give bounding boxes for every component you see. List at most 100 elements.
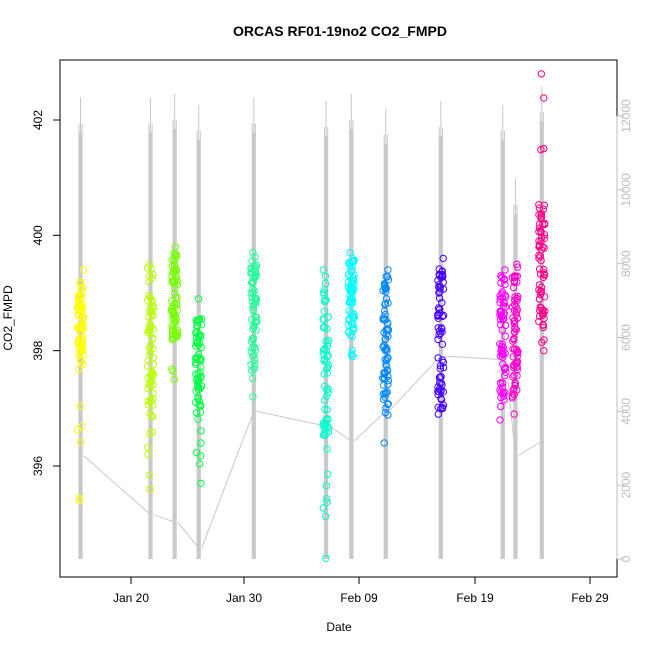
altitude-connector: [328, 425, 352, 442]
data-point: [78, 321, 87, 330]
data-point: [497, 272, 505, 280]
data-point: [196, 460, 204, 468]
data-point: [322, 554, 330, 562]
secondary-y-axis: 0 2000 4000 6000 8000 10000 12000: [616, 99, 633, 562]
data-point: [347, 267, 355, 275]
altitude-connector: [256, 410, 327, 427]
data-point: [198, 315, 206, 323]
data-point: [535, 295, 544, 303]
data-point: [145, 260, 154, 268]
data-point: [511, 296, 519, 304]
data-point: [320, 347, 328, 355]
data-point: [437, 372, 445, 381]
data-point: [252, 313, 261, 321]
y2-tick-label: 4000: [619, 398, 633, 425]
data-point: [172, 318, 180, 326]
altitude-connector: [505, 359, 516, 456]
data-point: [436, 365, 444, 373]
data-point: [500, 396, 508, 404]
data-point: [434, 354, 442, 362]
data-point: [510, 371, 518, 379]
data-point: [145, 324, 154, 332]
data-point: [379, 395, 388, 404]
data-point: [535, 254, 543, 262]
data-point: [144, 264, 152, 272]
data-point: [511, 293, 519, 301]
data-point: [350, 310, 358, 318]
data-point: [510, 272, 518, 280]
data-point: [192, 448, 201, 457]
data-point: [322, 482, 331, 490]
y-axis: 396 398 400 402: [31, 110, 61, 476]
altitude-connector: [201, 411, 255, 549]
data-point: [78, 312, 86, 320]
data-point: [434, 335, 442, 344]
altitude-connector: [353, 410, 387, 442]
data-point: [192, 358, 200, 367]
data-point: [513, 362, 521, 371]
data-point: [74, 339, 83, 347]
data-point: [319, 504, 327, 512]
data-point: [438, 270, 447, 279]
data-point: [194, 415, 202, 423]
data-point: [383, 388, 391, 396]
data-point: [251, 253, 259, 261]
data-point: [170, 289, 179, 298]
data-point: [497, 402, 505, 411]
data-point: [79, 284, 87, 292]
data-point: [319, 431, 328, 439]
data-point: [79, 304, 87, 312]
data-point: [251, 266, 259, 275]
data-point: [144, 384, 152, 393]
data-point: [324, 339, 332, 347]
data-point: [251, 360, 259, 368]
data-point: [437, 404, 445, 413]
data-point: [511, 379, 519, 387]
data-point: [248, 294, 256, 302]
x-tick-label: Feb 19: [456, 591, 494, 605]
data-point: [145, 471, 154, 479]
data-point: [76, 402, 84, 410]
y2-tick-label: 10000: [619, 173, 633, 207]
data-point: [540, 347, 548, 355]
data-point: [148, 298, 157, 307]
altitude-connector: [518, 440, 543, 457]
data-point: [540, 265, 548, 274]
data-point: [497, 279, 505, 287]
altitude-connector: [83, 455, 151, 516]
data-point: [384, 332, 392, 340]
data-point: [321, 396, 329, 404]
data-point: [540, 201, 549, 210]
data-point: [510, 345, 519, 353]
data-point: [319, 266, 327, 274]
data-point: [323, 365, 331, 373]
data-point: [149, 270, 157, 279]
data-point: [537, 304, 545, 312]
data-point: [513, 365, 521, 374]
data-point: [149, 312, 157, 320]
data-point: [323, 445, 331, 453]
data-point: [168, 278, 176, 286]
data-point: [197, 356, 205, 365]
data-point: [319, 349, 327, 358]
data-point: [170, 375, 178, 384]
data-point: [144, 357, 152, 365]
data-point: [510, 306, 519, 315]
data-point: [247, 348, 256, 356]
data-point: [509, 390, 517, 398]
data-point: [247, 264, 255, 272]
data-point: [509, 353, 517, 361]
data-point: [248, 279, 257, 287]
data-point: [249, 325, 257, 333]
data-point: [435, 280, 443, 289]
data-point: [323, 470, 332, 479]
data-point: [193, 338, 202, 347]
data-point: [149, 412, 157, 421]
data-point: [435, 327, 443, 335]
data-point: [512, 303, 520, 311]
data-point: [197, 331, 205, 339]
data-point: [173, 293, 181, 301]
data-point: [509, 386, 517, 394]
data-point: [323, 341, 332, 350]
